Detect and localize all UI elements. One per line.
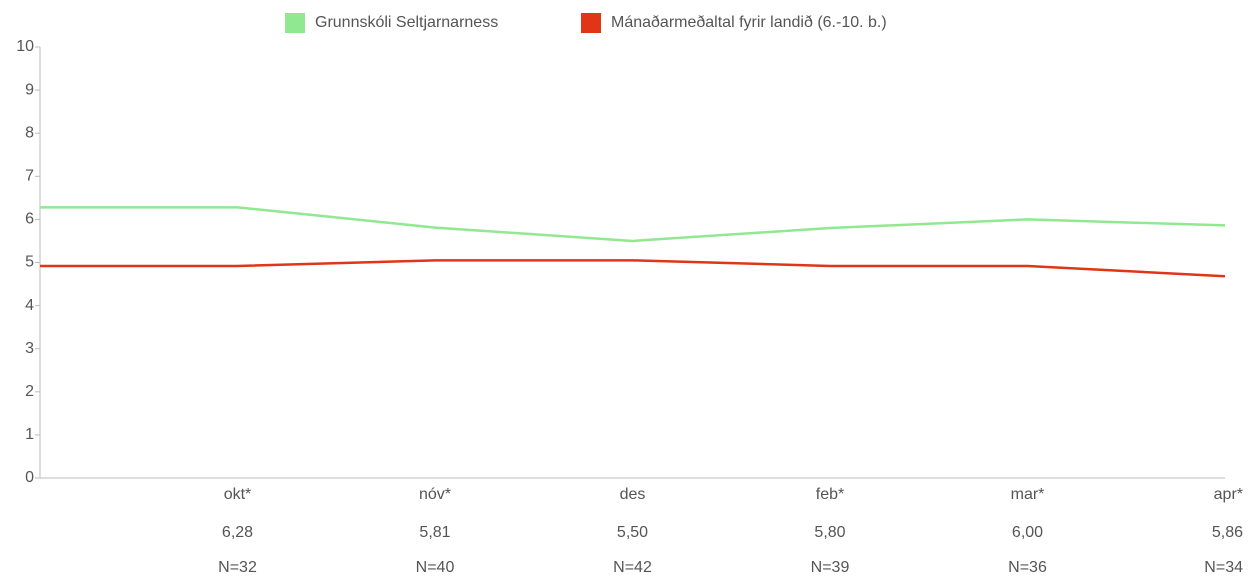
- y-tick-label: 10: [16, 38, 34, 55]
- y-tick-label: 5: [25, 254, 34, 271]
- legend-label: Mánaðarmeðaltal fyrir landið (6.-10. b.): [611, 14, 887, 31]
- n-label: N=42: [613, 559, 652, 576]
- legend-label: Grunnskóli Seltjarnarness: [315, 14, 498, 31]
- x-tick-label: feb*: [816, 486, 844, 503]
- line: [40, 259, 1226, 278]
- x-tick-label: des: [620, 486, 646, 503]
- n-label: N=40: [416, 559, 455, 576]
- n-label: N=39: [811, 559, 850, 576]
- y-tick-label: 1: [25, 426, 34, 443]
- y-tick-label: 2: [25, 383, 34, 400]
- x-tick-label: okt*: [224, 486, 252, 503]
- y-tick-label: 6: [25, 211, 34, 228]
- value-label: 5,86: [1212, 524, 1243, 541]
- x-tick-label: mar*: [1011, 486, 1045, 503]
- x-tick-label: nóv*: [419, 486, 451, 503]
- value-label: 5,81: [419, 524, 450, 541]
- legend-swatch: [581, 13, 601, 33]
- value-label: 5,80: [814, 524, 845, 541]
- x-tick-label: apr*: [1214, 486, 1243, 503]
- value-label: 6,00: [1012, 524, 1043, 541]
- y-tick-label: 7: [25, 168, 34, 185]
- legend-swatch: [285, 13, 305, 33]
- value-label: 5,50: [617, 524, 648, 541]
- y-tick-label: 0: [25, 469, 34, 486]
- y-tick-label: 8: [25, 124, 34, 141]
- y-tick-label: 9: [25, 81, 34, 98]
- line: [40, 206, 1226, 243]
- value-label: 6,28: [222, 524, 253, 541]
- n-label: N=36: [1008, 559, 1047, 576]
- n-label: N=34: [1204, 559, 1243, 576]
- n-label: N=32: [218, 559, 257, 576]
- y-tick-label: 4: [25, 297, 34, 314]
- y-tick-label: 3: [25, 340, 34, 357]
